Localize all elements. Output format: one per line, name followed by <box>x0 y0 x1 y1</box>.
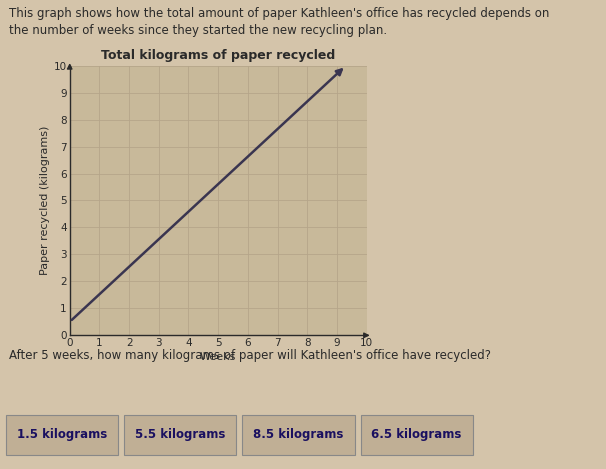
Title: Total kilograms of paper recycled: Total kilograms of paper recycled <box>101 49 335 62</box>
Text: 6.5 kilograms: 6.5 kilograms <box>371 429 462 441</box>
X-axis label: Weeks: Weeks <box>200 352 236 362</box>
Text: This graph shows how the total amount of paper Kathleen's office has recycled de: This graph shows how the total amount of… <box>9 7 550 37</box>
Text: 1.5 kilograms: 1.5 kilograms <box>17 429 107 441</box>
Text: After 5 weeks, how many kilograms of paper will Kathleen's office have recycled?: After 5 weeks, how many kilograms of pap… <box>9 349 491 363</box>
Y-axis label: Paper recycled (kilograms): Paper recycled (kilograms) <box>39 126 50 275</box>
Text: 8.5 kilograms: 8.5 kilograms <box>253 429 344 441</box>
Text: 5.5 kilograms: 5.5 kilograms <box>135 429 225 441</box>
